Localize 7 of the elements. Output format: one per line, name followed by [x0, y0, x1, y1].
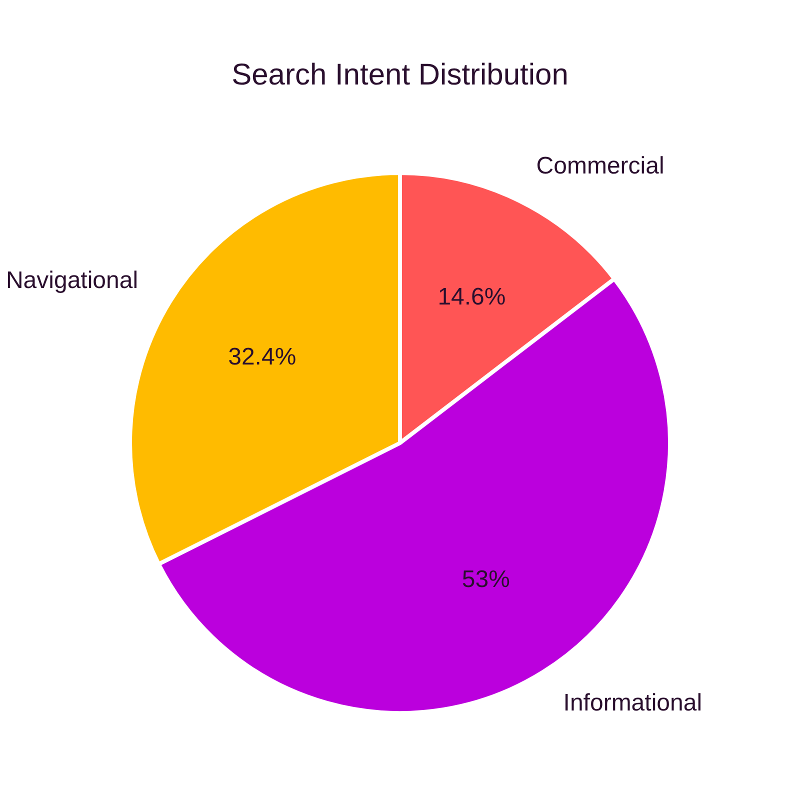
slice-label: Informational: [563, 690, 702, 717]
data-label: 14.6%: [438, 283, 506, 310]
slice-label: Commercial: [536, 152, 664, 180]
data-label: 53%: [462, 566, 510, 593]
chart-title: Search Intent Distribution: [232, 58, 568, 92]
data-label: 32.4%: [228, 344, 296, 371]
slice-label: Navigational: [6, 266, 138, 294]
